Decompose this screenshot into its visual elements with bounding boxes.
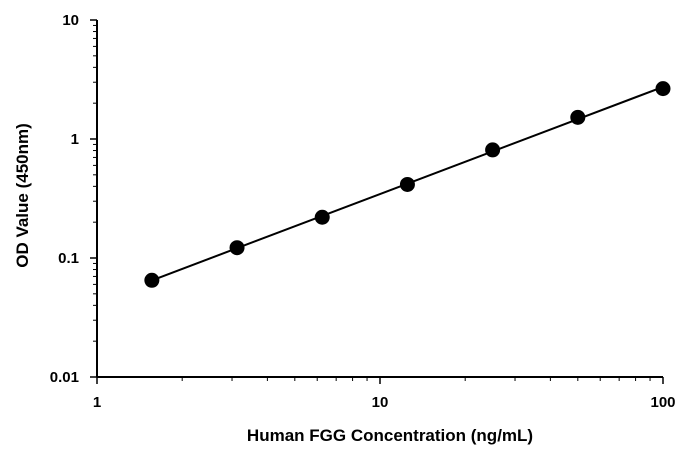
data-point — [144, 272, 160, 288]
ticks: 0.01 0.1 1 10 1 10 100 — [50, 12, 676, 411]
y-tick-label: 0.1 — [58, 250, 79, 267]
axes — [96, 20, 663, 378]
x-tick-label: 100 — [650, 394, 675, 411]
data-point — [229, 240, 245, 256]
y-tick-label: 0.01 — [50, 369, 79, 386]
y-tick-label: 1 — [71, 131, 79, 148]
data-points — [144, 81, 671, 288]
data-point — [485, 142, 501, 158]
data-point — [655, 81, 671, 97]
x-tick-label: 1 — [93, 394, 101, 411]
data-point — [314, 209, 330, 225]
data-point — [570, 109, 586, 125]
data-point — [399, 176, 415, 192]
y-tick-label: 10 — [62, 12, 79, 29]
y-axis-title: OD Value (450nm) — [13, 123, 32, 268]
x-tick-label: 10 — [372, 394, 389, 411]
x-axis-title: Human FGG Concentration (ng/mL) — [247, 426, 533, 445]
